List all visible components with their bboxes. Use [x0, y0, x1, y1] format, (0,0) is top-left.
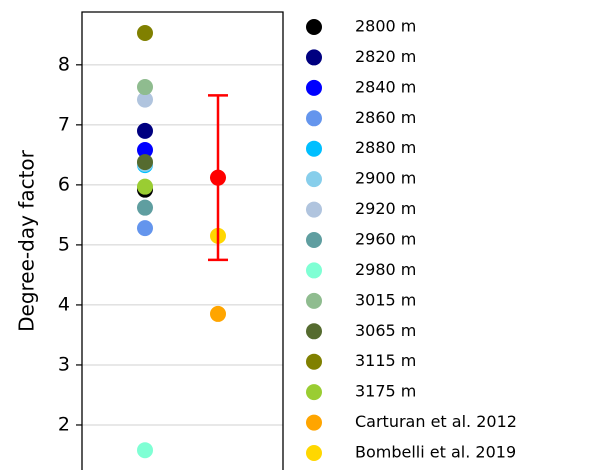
legend-marker [306, 384, 322, 401]
y-tick-label: 2 [58, 413, 70, 435]
legend-label: 3175 m [355, 382, 416, 401]
legend-marker [306, 201, 322, 218]
legend-label: 2840 m [355, 77, 416, 96]
legend-label: Bombelli et al. 2019 [355, 443, 516, 462]
legend-marker [306, 79, 322, 96]
legend-marker [306, 323, 322, 340]
legend-label: 2960 m [355, 230, 416, 249]
legend-label: 2800 m [355, 17, 416, 36]
point [137, 220, 153, 237]
y-axis-label: Degree-day factor [15, 149, 39, 332]
point [210, 305, 226, 322]
point [137, 122, 153, 139]
legend-marker [306, 353, 322, 370]
legend-marker [306, 19, 322, 35]
legend-label: 3015 m [355, 290, 416, 309]
plot-frame [81, 11, 284, 470]
legend-label: 2860 m [355, 108, 416, 127]
legend-label: 2920 m [355, 199, 416, 218]
y-tick-label: 5 [58, 233, 70, 255]
point [210, 169, 226, 186]
y-tick-label: 7 [58, 113, 70, 135]
point [137, 142, 153, 159]
legend-label: 3065 m [355, 321, 416, 340]
legend-label: 2880 m [355, 138, 416, 157]
point [137, 442, 153, 459]
legend-label: 2980 m [355, 260, 416, 279]
legend-label: 2900 m [355, 169, 416, 188]
legend-label: 2820 m [355, 47, 416, 66]
legend-marker [306, 232, 322, 248]
y-tick-label: 3 [58, 353, 70, 375]
point [137, 154, 153, 171]
point [137, 91, 153, 108]
legend-label: 3115 m [355, 351, 416, 370]
legend-label: Carturan et al. 2012 [355, 412, 517, 431]
legend-marker [306, 140, 322, 157]
legend-marker [306, 262, 322, 279]
legend-marker [306, 292, 322, 309]
point [137, 79, 153, 96]
legend-marker [306, 171, 322, 188]
legend-marker [306, 49, 322, 66]
legend-marker [306, 445, 322, 461]
y-tick-label: 8 [58, 53, 70, 75]
point [137, 199, 153, 216]
point [137, 178, 153, 195]
y-tick-label: 6 [58, 173, 70, 195]
legend-marker [306, 110, 322, 127]
legend-marker [306, 414, 322, 431]
y-tick-label: 4 [58, 293, 70, 315]
point [137, 25, 153, 42]
